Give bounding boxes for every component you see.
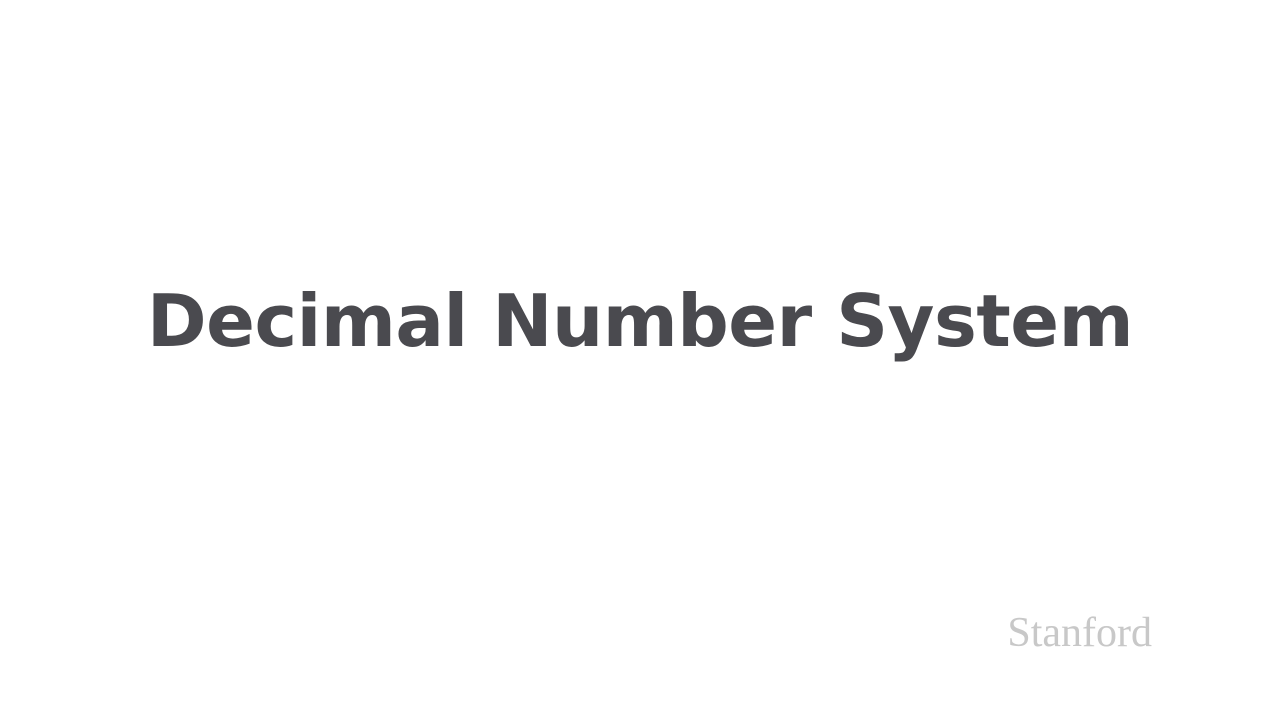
slide-title: Decimal Number System <box>146 279 1134 363</box>
stanford-watermark: Stanford <box>1007 610 1152 656</box>
